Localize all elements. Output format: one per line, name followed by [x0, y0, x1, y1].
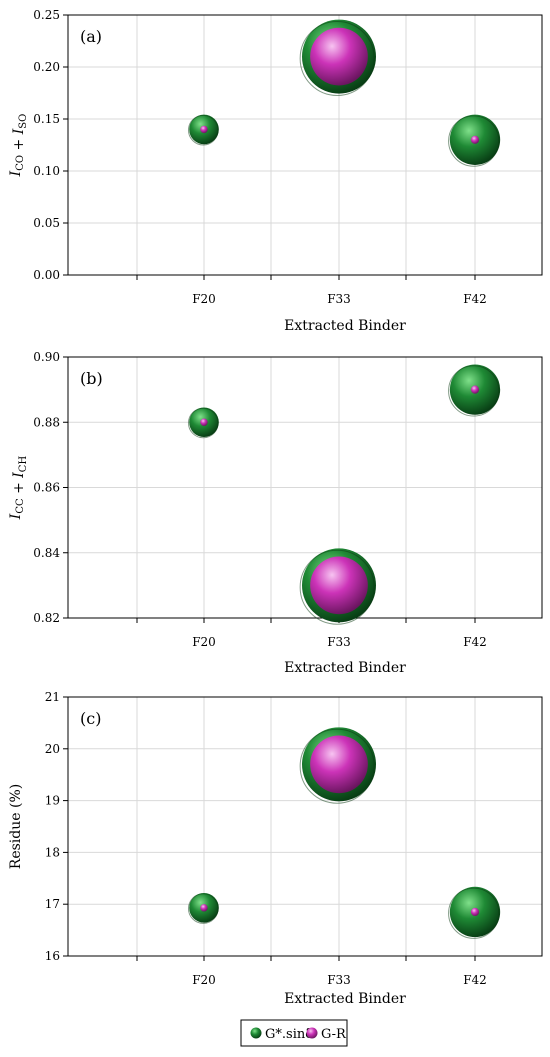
bubble-outline: [448, 365, 500, 417]
y-tick-label: 0.90: [33, 350, 60, 364]
bubble-outline: [448, 115, 500, 167]
legend-marker-gr: [306, 1027, 318, 1039]
x-tick-label: F33: [327, 973, 351, 987]
panel-label: (b): [80, 369, 103, 388]
x-tick-label: F42: [463, 292, 487, 306]
y-axis-label: ICC + ICH: [8, 456, 29, 521]
x-tick-label: F20: [192, 635, 216, 649]
x-tick-label: F20: [192, 292, 216, 306]
bubble-outline: [299, 20, 375, 96]
y-tick-label: 0.25: [33, 8, 60, 22]
bubble-outline: [299, 549, 375, 625]
bubble-gr: [200, 125, 208, 134]
bubble-outline: [299, 728, 375, 804]
bubble-outline: [187, 893, 219, 924]
plot-frame: [67, 696, 543, 957]
panel-label: (c): [80, 709, 101, 728]
y-tick-label: 17: [45, 897, 60, 911]
y-tick-label: 16: [45, 949, 60, 963]
x-axis-label: Extracted Binder: [284, 991, 406, 1007]
legend: G*.sinδ G-R: [240, 1019, 348, 1047]
x-axis-label: Extracted Binder: [284, 318, 406, 334]
x-tick-label: F42: [463, 635, 487, 649]
panel-a: F20 F33 F42 0.00 0.05 0.10 0.15 0.20 0.25 Extract…: [8, 8, 543, 334]
y-tick-label: 0.82: [33, 611, 60, 625]
y-tick-label: 0.84: [33, 546, 60, 560]
y-tick-label: 21: [45, 690, 60, 704]
x-tick-label: F20: [192, 973, 216, 987]
y-tick-label: 0.10: [33, 164, 60, 178]
panel-b: F20 F33 F42 0.82 0.84 0.86 0.88 0.90 Extracted B…: [8, 350, 543, 676]
bubble-gr: [310, 556, 368, 615]
x-tick-label: F33: [327, 635, 351, 649]
y-tick-label: 0.15: [33, 112, 60, 126]
y-axis-label: ICO + ISO: [8, 114, 29, 178]
y-tick-label: 19: [45, 794, 60, 808]
y-tick-label: 0.05: [33, 216, 60, 230]
bubble-outline: [187, 114, 219, 146]
bubble-gr: [470, 135, 480, 144]
y-tick-label: 0.20: [33, 60, 60, 74]
bubble-gr: [310, 735, 368, 794]
plot-frame: [67, 14, 543, 276]
panel-c: F20 F33 F42 16 17 18 19 20 21 Extracted Binder Res…: [8, 690, 543, 1007]
x-axis-label: Extracted Binder: [284, 660, 406, 676]
legend-marker-g-sin: [250, 1027, 262, 1039]
legend-label-gr: G-R: [321, 1027, 347, 1042]
y-tick-label: 0.88: [33, 415, 60, 429]
bubble-gr: [470, 907, 480, 917]
bubble-gr: [200, 904, 208, 912]
legend-label-g-sin: G*.sinδ: [265, 1027, 313, 1042]
y-tick-label: 20: [45, 742, 60, 756]
bubble-outline: [448, 887, 500, 939]
y-tick-label: 0.86: [33, 481, 60, 495]
x-tick-label: F33: [327, 292, 351, 306]
y-tick-label: 0.00: [33, 268, 60, 282]
bubble-gr: [200, 418, 208, 426]
x-tick-label: F42: [463, 973, 487, 987]
bubble-gr: [470, 385, 480, 394]
bubble-gr: [310, 27, 368, 86]
y-tick-label: 18: [45, 845, 60, 859]
bubble-outline: [187, 407, 219, 439]
panel-label: (a): [80, 27, 102, 46]
y-axis-label: Residue (%): [8, 784, 24, 869]
